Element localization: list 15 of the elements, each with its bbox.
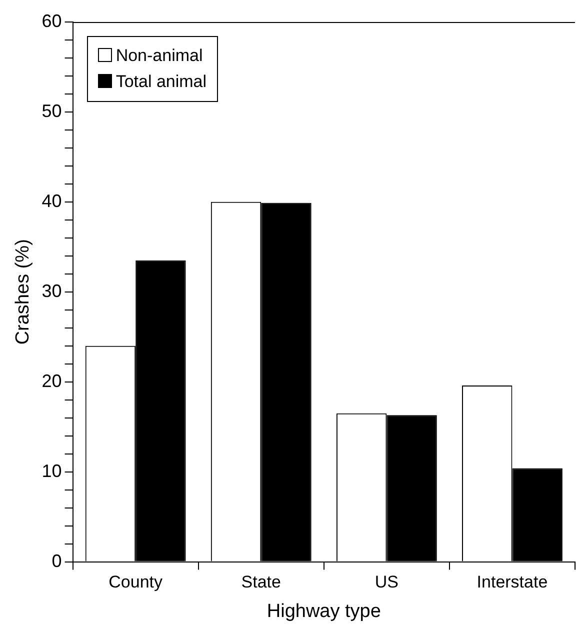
y-tick-label: 0 [52, 550, 62, 571]
x-tick-label: Interstate [476, 572, 548, 592]
x-tick-label: County [108, 572, 164, 592]
legend-label: Non-animal [114, 45, 204, 67]
x-axis-title: Highway type [266, 600, 381, 622]
y-tick-label: 60 [42, 10, 62, 31]
y-tick-label: 10 [42, 460, 62, 481]
y-tick-label: 40 [42, 190, 62, 211]
y-tick-label: 20 [42, 370, 62, 391]
y-tick-label: 30 [42, 280, 62, 301]
x-tick-label: State [241, 572, 281, 592]
x-tick-label: US [374, 572, 398, 592]
legend-label: Total animal [114, 71, 207, 93]
y-axis-title: Crashes (%) [12, 239, 34, 345]
y-tick-label: 50 [42, 100, 62, 121]
